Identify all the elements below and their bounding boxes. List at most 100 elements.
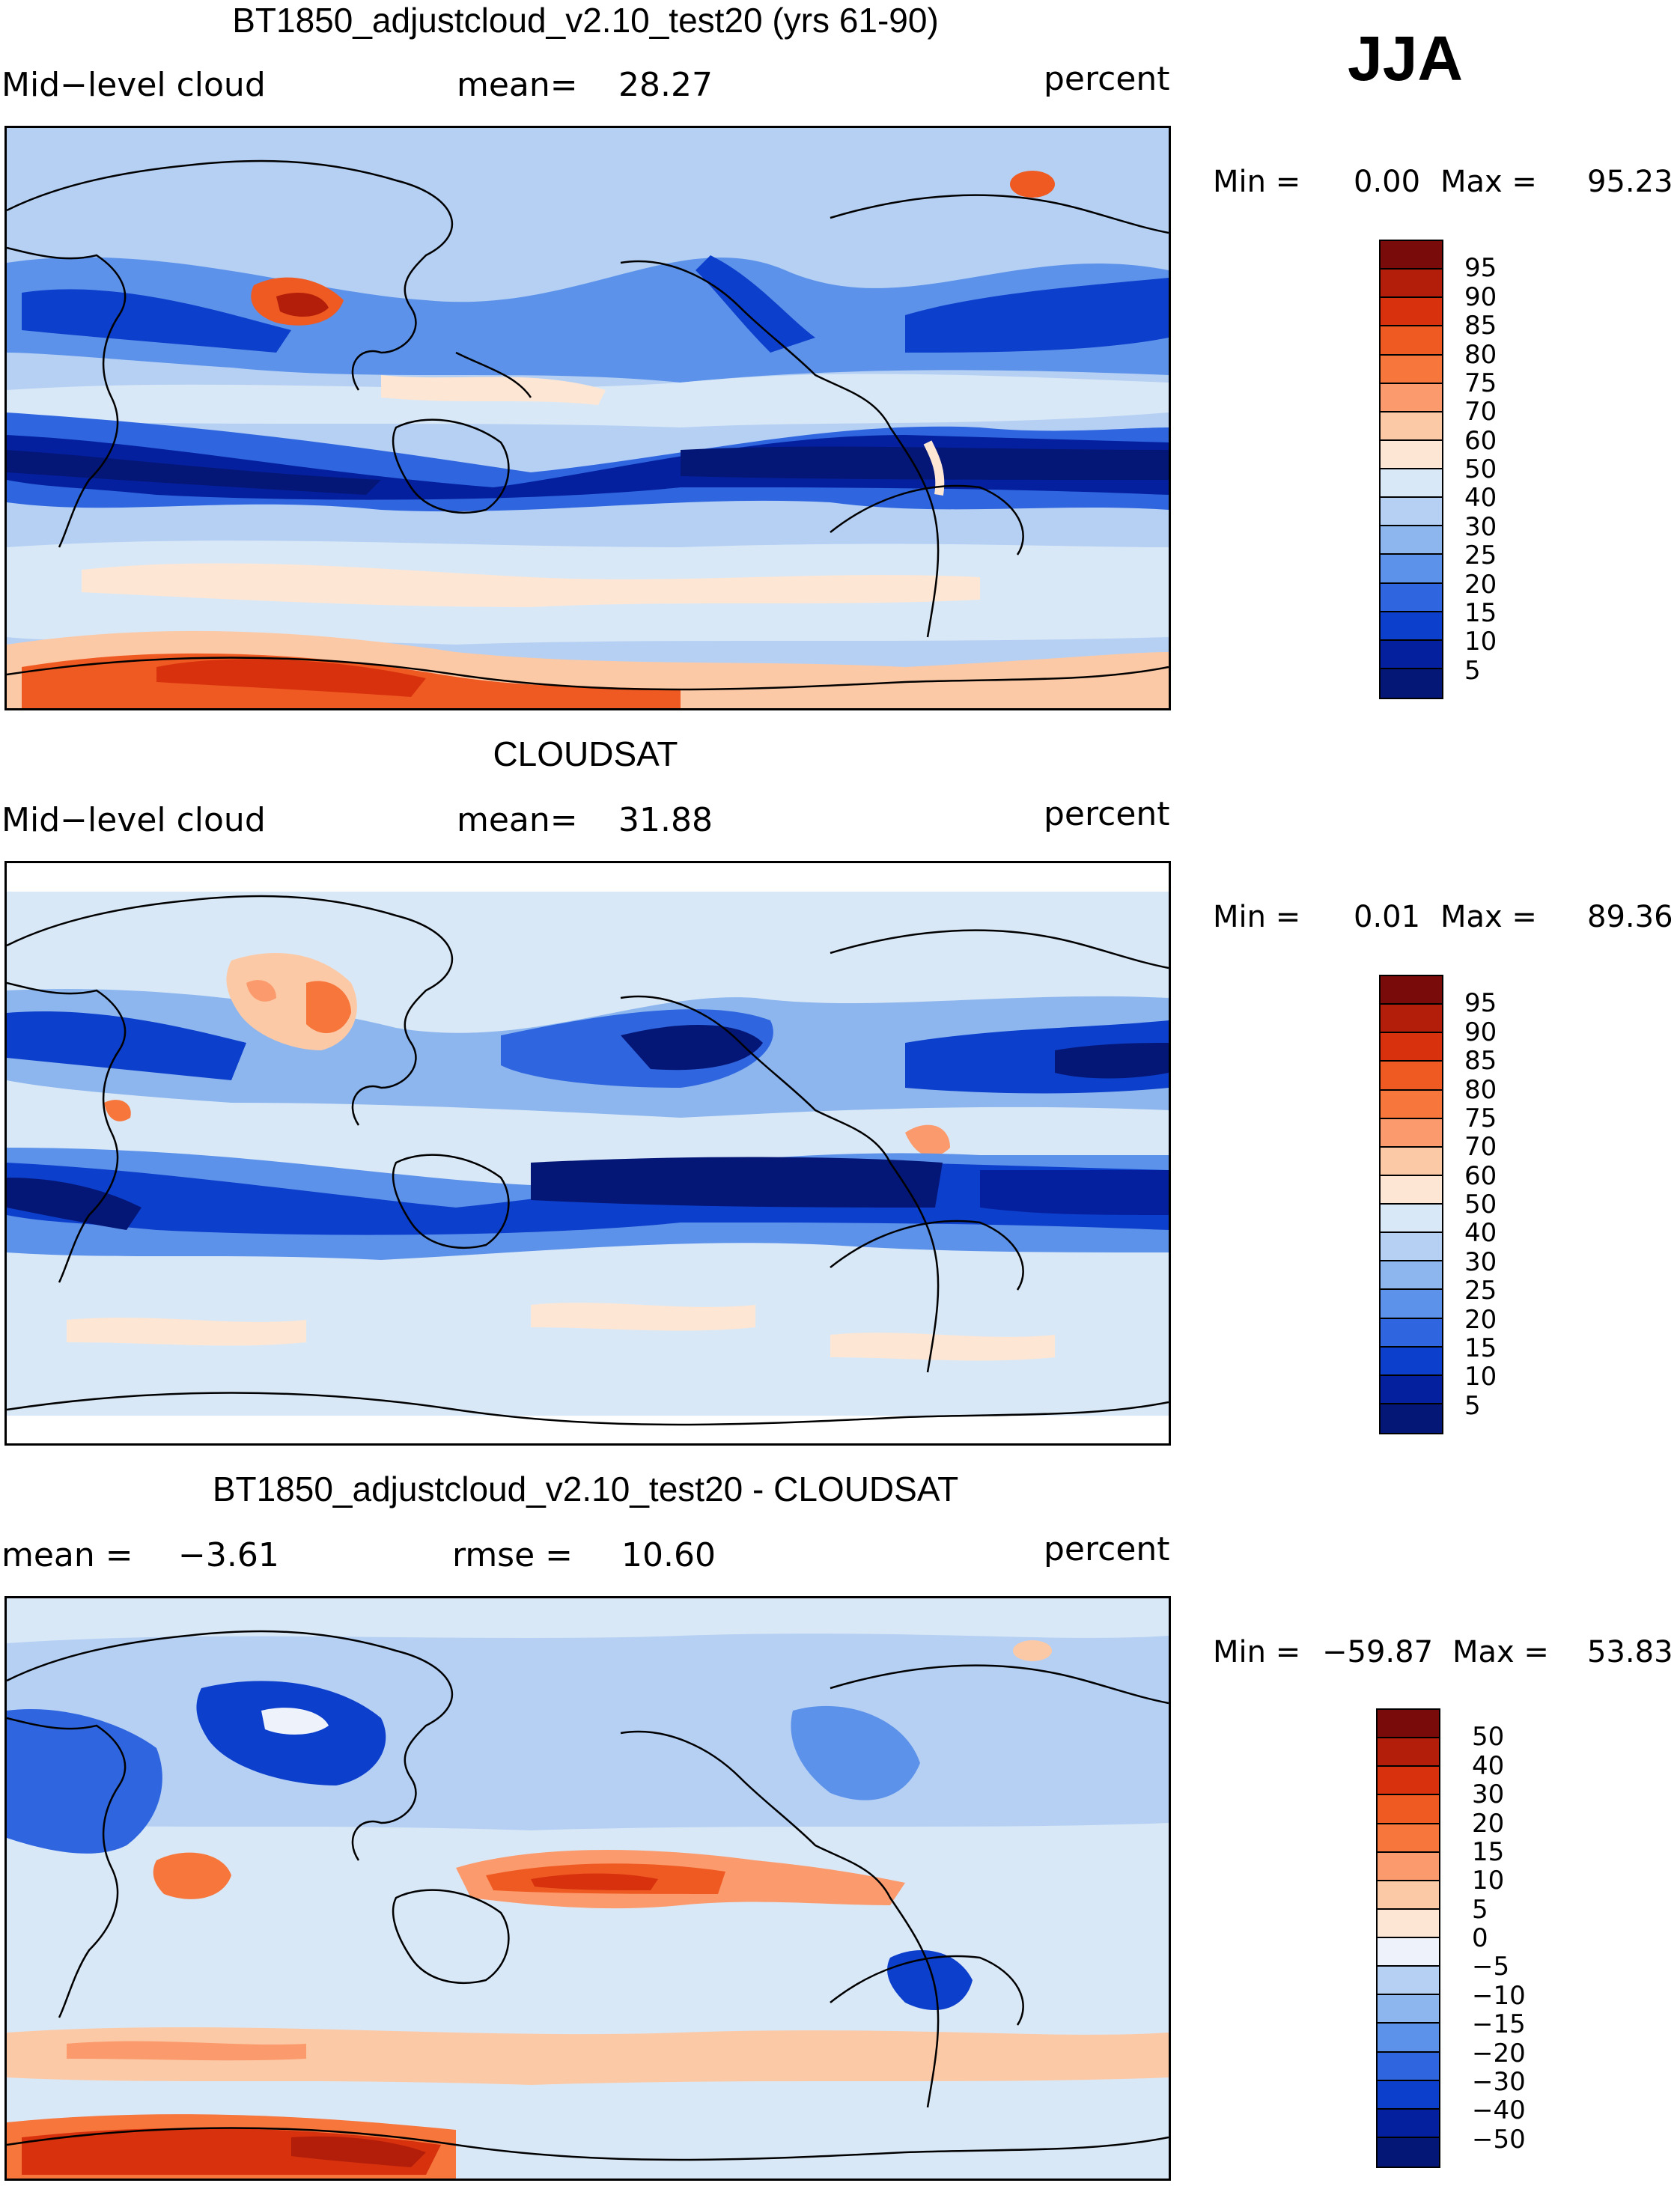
panel2-contour-field [7, 863, 1169, 1443]
panel3-stat-label: rmse = [452, 1536, 573, 1574]
colorbar-swatch [1381, 555, 1442, 584]
colorbar-swatch [1381, 612, 1442, 641]
panel2-min-label: Min = [1213, 900, 1301, 934]
colorbar-tick-label: 95 [1464, 988, 1497, 1019]
colorbar-swatch [1381, 326, 1442, 356]
colorbar-swatch [1381, 1062, 1442, 1091]
colorbar-tick-label: 60 [1464, 1160, 1497, 1191]
colorbar-tick-label: 40 [1464, 483, 1497, 514]
colorbar-tick-label: 75 [1464, 1103, 1497, 1133]
panel2-max-value: 89.36 [1587, 900, 1673, 934]
colorbar-tick-label: −20 [1472, 2038, 1526, 2068]
panel1-colorbar [1379, 240, 1443, 699]
colorbar-swatch [1378, 2109, 1439, 2138]
colorbar-tick-label: 10 [1464, 627, 1497, 657]
colorbar-tick-label: 25 [1464, 541, 1497, 571]
colorbar-tick-label: 80 [1464, 339, 1497, 370]
colorbar-swatch [1378, 2137, 1439, 2167]
colorbar-swatch [1381, 1233, 1442, 1262]
panel2-left-label: Mid−level cloud [1, 801, 266, 839]
panel1-max-label: Max = [1440, 165, 1537, 199]
colorbar-swatch [1378, 1995, 1439, 2024]
colorbar-tick-label: 20 [1472, 1808, 1505, 1839]
colorbar-swatch [1378, 2024, 1439, 2053]
colorbar-tick-label: 50 [1472, 1722, 1505, 1753]
colorbar-tick-label: 60 [1464, 425, 1497, 456]
colorbar-tick-label: −15 [1472, 2009, 1526, 2040]
colorbar-tick-label: 15 [1464, 1333, 1497, 1363]
colorbar-swatch [1378, 1852, 1439, 1881]
colorbar-tick-label: 30 [1464, 1246, 1497, 1277]
colorbar-swatch [1378, 1767, 1439, 1796]
colorbar-tick-label: 95 [1464, 253, 1497, 284]
colorbar-swatch [1381, 469, 1442, 499]
colorbar-swatch [1381, 383, 1442, 412]
panel3-max-label: Max = [1452, 1635, 1549, 1669]
colorbar-tick-label: 80 [1464, 1074, 1497, 1105]
colorbar-tick-label: 85 [1464, 1046, 1497, 1077]
panel3-max-value: 53.83 [1587, 1635, 1673, 1669]
panel1-map [4, 126, 1171, 710]
panel2-map [4, 861, 1171, 1446]
colorbar-swatch [1381, 270, 1442, 299]
colorbar-swatch [1381, 298, 1442, 327]
colorbar-tick-label: 70 [1464, 397, 1497, 427]
colorbar-tick-label: 0 [1472, 1923, 1488, 1953]
colorbar-swatch [1381, 440, 1442, 469]
colorbar-tick-label: 40 [1464, 1218, 1497, 1249]
panel1-units: percent [1044, 60, 1170, 98]
panel1-min-value: 0.00 [1354, 165, 1421, 199]
colorbar-swatch [1378, 1909, 1439, 1938]
panel3-colorbar [1376, 1708, 1440, 2168]
colorbar-tick-label: 15 [1464, 597, 1497, 628]
panel2-min-value: 0.01 [1354, 900, 1421, 934]
colorbar-swatch [1381, 583, 1442, 612]
colorbar-swatch [1378, 1795, 1439, 1824]
panel3-units: percent [1044, 1530, 1170, 1568]
panel1-title: BT1850_adjustcloud_v2.10_test20 (yrs 61-… [232, 1, 939, 40]
colorbar-tick-label: 15 [1472, 1836, 1505, 1867]
colorbar-tick-label: −10 [1472, 1980, 1526, 2011]
colorbar-swatch [1381, 976, 1442, 1005]
panel2-units: percent [1044, 795, 1170, 833]
panel3-left-label: mean = [1, 1536, 133, 1574]
colorbar-swatch [1381, 1005, 1442, 1034]
colorbar-swatch [1381, 640, 1442, 669]
colorbar-swatch [1378, 1824, 1439, 1853]
colorbar-tick-label: 20 [1464, 569, 1497, 600]
colorbar-tick-label: 5 [1472, 1894, 1488, 1925]
colorbar-tick-label: 5 [1464, 655, 1481, 686]
colorbar-swatch [1381, 1033, 1442, 1062]
colorbar-swatch [1381, 1090, 1442, 1119]
colorbar-tick-label: 30 [1464, 511, 1497, 542]
colorbar-tick-label: 10 [1472, 1866, 1505, 1896]
colorbar-swatch [1378, 2080, 1439, 2110]
season-label: JJA [1348, 23, 1464, 94]
panel1-stat-label: mean= [457, 66, 578, 104]
colorbar-swatch [1381, 1147, 1442, 1176]
panel3-map [4, 1596, 1171, 2181]
colorbar-swatch [1381, 355, 1442, 384]
panel3-min-label: Min = [1213, 1635, 1301, 1669]
colorbar-swatch [1378, 1967, 1439, 1996]
panel1-max-value: 95.23 [1587, 165, 1673, 199]
colorbar-swatch [1378, 1938, 1439, 1967]
colorbar-tick-label: 75 [1464, 368, 1497, 398]
panel2-colorbar [1379, 975, 1443, 1434]
colorbar-tick-label: 30 [1472, 1779, 1505, 1810]
colorbar-tick-label: 20 [1464, 1304, 1497, 1335]
panel3-min-value: −59.87 [1322, 1635, 1434, 1669]
colorbar-tick-label: 25 [1464, 1276, 1497, 1306]
colorbar-swatch [1381, 526, 1442, 555]
colorbar-swatch [1381, 1205, 1442, 1234]
colorbar-swatch [1378, 2052, 1439, 2081]
panel3-left-value: −3.61 [178, 1536, 279, 1574]
colorbar-swatch [1381, 1175, 1442, 1205]
colorbar-swatch [1381, 669, 1442, 698]
colorbar-tick-label: 10 [1464, 1362, 1497, 1392]
panel2-max-label: Max = [1440, 900, 1537, 934]
colorbar-tick-label: 85 [1464, 311, 1497, 341]
colorbar-swatch [1381, 412, 1442, 441]
colorbar-swatch [1378, 1881, 1439, 1910]
panel3-title: BT1850_adjustcloud_v2.10_test20 - CLOUDS… [212, 1470, 959, 1508]
